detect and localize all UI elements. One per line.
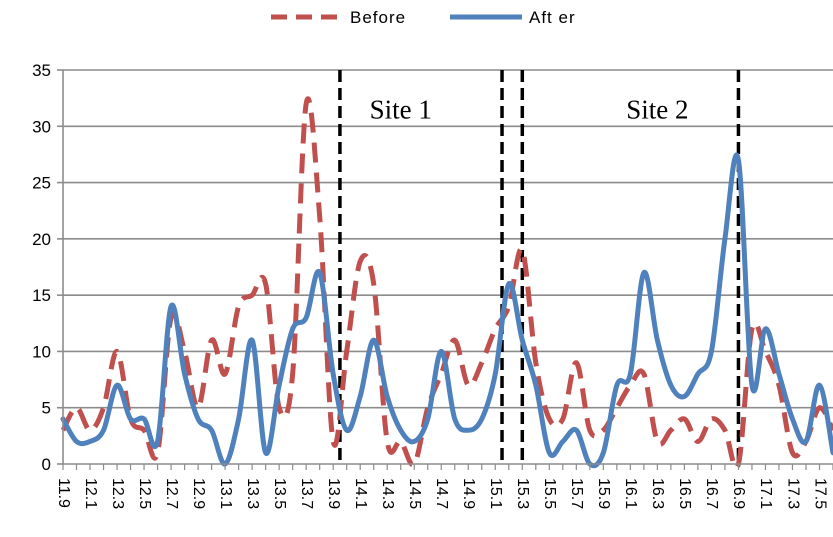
x-tick-label: 15.9	[595, 478, 612, 509]
x-tick-label: 17.1	[757, 478, 774, 509]
x-tick-label: 12.7	[163, 478, 180, 509]
x-tick-label: 14.7	[433, 478, 450, 509]
x-tick-label: 12.1	[82, 478, 99, 509]
x-tick-label: 15.5	[541, 478, 558, 509]
x-tick-label: 13.3	[244, 478, 261, 509]
x-tick-label: 13.7	[298, 478, 315, 509]
y-tick-label: 5	[42, 399, 51, 418]
site-label: Site 1	[370, 94, 432, 124]
y-tick-label: 30	[32, 117, 51, 136]
x-tick-label: 12.5	[136, 478, 153, 509]
x-tick-label: 14.9	[460, 478, 477, 509]
x-tick-label: 17.5	[811, 478, 828, 509]
legend-label-before: Before	[350, 8, 406, 27]
y-tick-labels: 0 5 10 15 20 25 30 35	[32, 61, 51, 474]
x-tick-label: 15.3	[514, 478, 531, 509]
axes	[57, 69, 833, 470]
y-tick-label: 15	[32, 286, 51, 305]
site-annotations: Site 1 Site 2	[370, 94, 689, 124]
x-tick-label: 16.5	[676, 478, 693, 509]
x-tick-label: 17.3	[784, 478, 801, 509]
x-tick-labels: 11.9 12.1 12.3 12.5 12.7 12.9 13.1 13.3 13.5 13.7…	[55, 478, 829, 509]
x-tick-label: 16.9	[730, 478, 747, 509]
x-tick-label: 13.5	[271, 478, 288, 509]
series-lines	[60, 96, 833, 471]
x-tick-label: 12.9	[190, 478, 207, 509]
site-label: Site 2	[626, 94, 688, 124]
x-tick-label: 16.1	[622, 478, 639, 509]
y-tick-label: 35	[32, 61, 51, 80]
x-tick-label: 13.9	[325, 478, 342, 509]
x-tick-label: 14.1	[352, 478, 369, 509]
x-tick-label: 15.1	[487, 478, 504, 509]
y-tick-label: 10	[32, 342, 51, 361]
x-tick-label: 15.7	[568, 478, 585, 509]
x-tick-label: 11.9	[55, 478, 72, 508]
legend-label-after: Aft er	[529, 8, 576, 27]
x-tick-label: 14.5	[406, 478, 423, 509]
series-line-after	[60, 152, 833, 469]
x-tick-label: 16.7	[703, 478, 720, 509]
y-tick-label: 25	[32, 174, 51, 193]
x-tick-label: 13.1	[217, 478, 234, 509]
x-tick-label: 14.3	[379, 478, 396, 509]
y-tick-label: 20	[32, 230, 51, 249]
x-tick-label: 12.3	[109, 478, 126, 509]
x-tick-label: 16.3	[649, 478, 666, 509]
series-line-before	[60, 96, 833, 471]
legend: Before Aft er	[271, 8, 576, 27]
grid-lines	[63, 69, 833, 409]
y-tick-label: 0	[42, 455, 51, 474]
